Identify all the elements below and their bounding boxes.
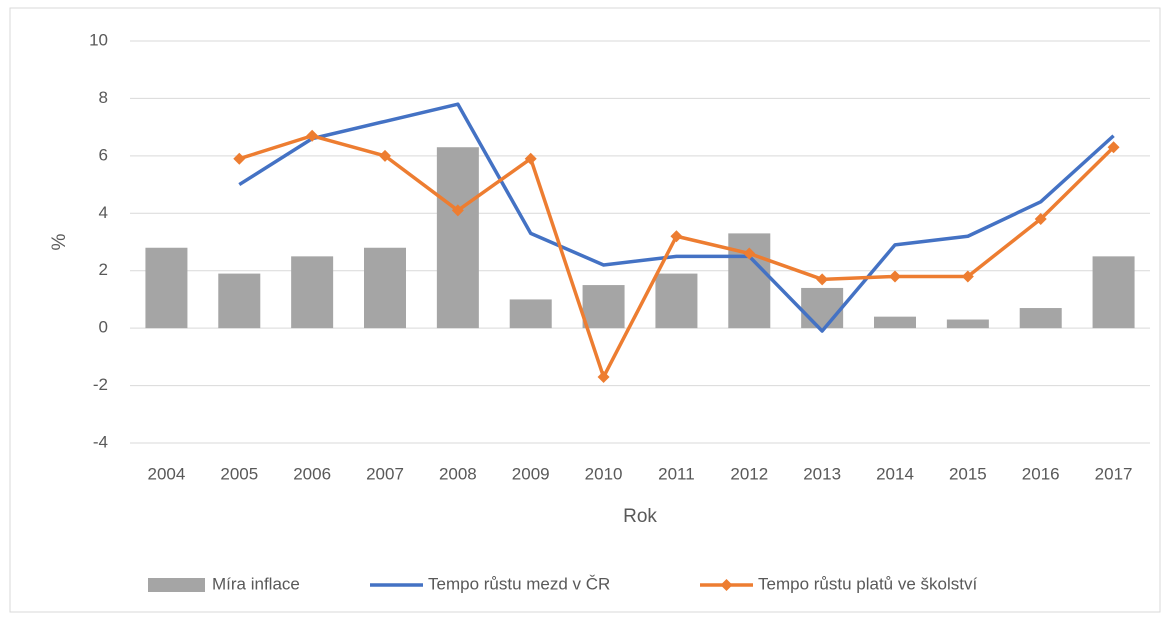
- legend-label: Míra inflace: [212, 574, 300, 593]
- y-tick-label: 2: [99, 260, 108, 279]
- x-tick-label: 2010: [585, 464, 623, 483]
- bar: [364, 247, 406, 329]
- x-tick-label: 2013: [803, 464, 841, 483]
- x-tick-label: 2005: [220, 464, 258, 483]
- legend-label: Tempo růstu platů ve školství: [758, 574, 977, 593]
- bar: [218, 273, 261, 329]
- legend-swatch: [148, 578, 205, 592]
- bar: [1019, 308, 1062, 329]
- x-tick-label: 2011: [658, 464, 695, 483]
- bar: [582, 285, 625, 329]
- bar: [655, 273, 698, 329]
- x-axis-title: Rok: [623, 506, 657, 527]
- line: [238, 102, 1115, 333]
- bar: [291, 256, 334, 329]
- marker: [670, 230, 683, 243]
- x-tick-label: 2007: [366, 464, 404, 483]
- marker: [597, 370, 610, 383]
- y-tick-label: 6: [99, 145, 108, 164]
- x-tick-label: 2014: [876, 464, 914, 483]
- bar: [874, 316, 916, 329]
- bar: [801, 287, 844, 329]
- marker: [1107, 141, 1120, 154]
- bar: [1092, 256, 1135, 329]
- x-tick-label: 2012: [730, 464, 768, 483]
- marker: [451, 204, 464, 217]
- marker: [743, 247, 756, 260]
- marker: [816, 273, 829, 286]
- legend-marker: [720, 579, 733, 591]
- bar: [509, 299, 552, 329]
- legend-label: Tempo růstu mezd v ČR: [428, 574, 610, 593]
- marker: [306, 129, 319, 142]
- x-tick-label: 2015: [949, 464, 987, 483]
- y-tick-label: 0: [99, 318, 108, 337]
- marker: [379, 149, 391, 162]
- y-tick-label: -2: [93, 375, 108, 394]
- x-tick-label: 2004: [148, 464, 186, 483]
- y-tick-label: 10: [89, 30, 108, 49]
- marker: [889, 270, 901, 283]
- x-tick-label: 2006: [293, 464, 331, 483]
- y-tick-label: 8: [99, 88, 108, 107]
- y-tick-label: -4: [93, 432, 108, 451]
- marker: [961, 270, 974, 283]
- x-tick-label: 2016: [1022, 464, 1060, 483]
- bar: [946, 319, 989, 329]
- bar: [145, 247, 188, 329]
- marker: [524, 152, 537, 165]
- y-axis-title: %: [49, 233, 70, 250]
- x-tick-label: 2017: [1095, 464, 1133, 483]
- x-tick-label: 2009: [512, 464, 550, 483]
- marker: [1034, 213, 1047, 226]
- y-tick-label: 4: [99, 203, 108, 222]
- marker: [233, 152, 246, 165]
- bar: [436, 147, 479, 329]
- x-tick-label: 2008: [439, 464, 477, 483]
